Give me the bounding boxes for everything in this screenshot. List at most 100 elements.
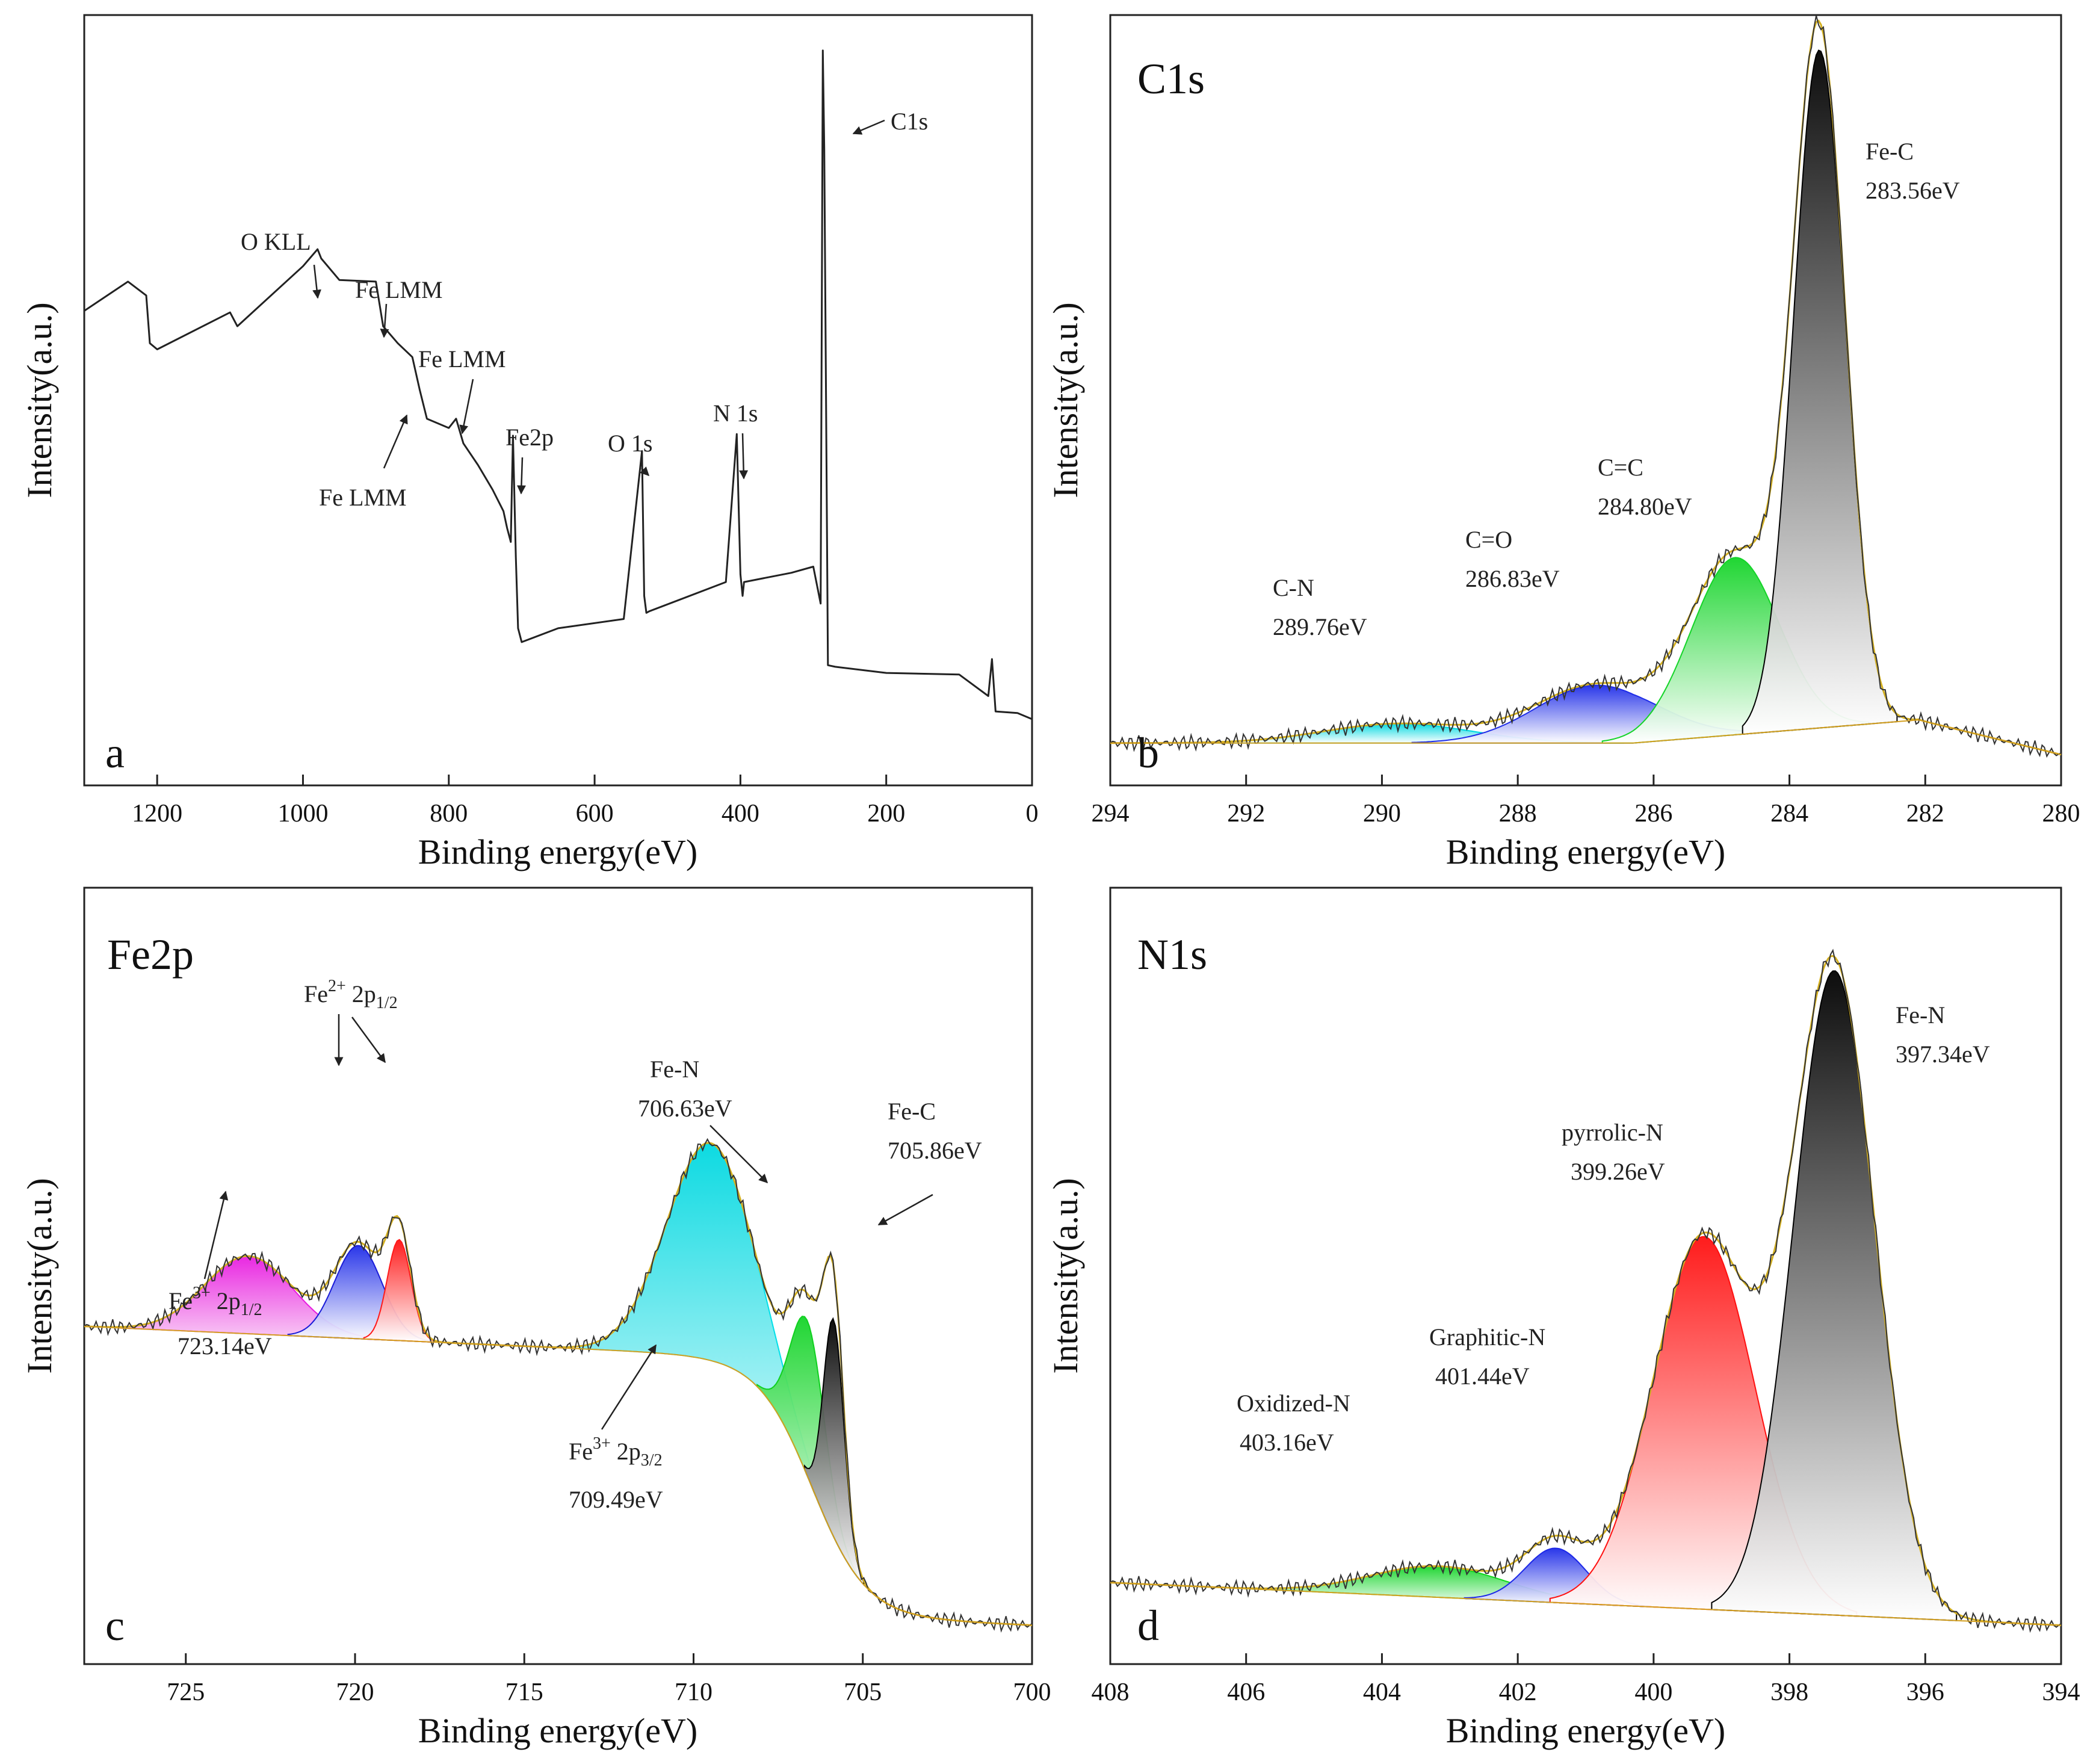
b-label-fec: Fe-C bbox=[1866, 138, 1914, 165]
panel-d-xlabel: Binding energy(eV) bbox=[1446, 1711, 1725, 1750]
panel-a-annotation-arrow bbox=[383, 414, 408, 469]
panel-d-n1s: 408 406 404 402 400 398 396 394 N1s d Binding e… bbox=[1046, 887, 2080, 1750]
panel-b-xtick-label: 282 bbox=[1906, 800, 1944, 828]
panel-a-annotation-arrow bbox=[739, 433, 749, 480]
panel-c-annotation-arrow bbox=[351, 1017, 386, 1063]
panel-a-annotation-arrow bbox=[459, 379, 474, 435]
panel-c-fe2p: 725 720 715 710 705 700 Fe2p c Binding energy… bbox=[20, 887, 1051, 1750]
panel-d-labels: Fe-N 397.34eV pyrrolic-N 399.26eV Graphi… bbox=[1237, 1001, 1990, 1456]
c-label-fe2: Fe2+ 2p1/2 bbox=[304, 977, 398, 1012]
panel-b-ticks: 294 292 290 288 286 284 282 280 bbox=[1092, 775, 2080, 828]
d-label-graphitic-value: 401.44eV bbox=[1435, 1363, 1530, 1390]
panel-a-annotation: Fe2p bbox=[505, 424, 554, 451]
b-label-cn: C-N bbox=[1273, 574, 1314, 601]
panel-b-c1s: 294 292 290 288 286 284 282 280 C1s b Binding e… bbox=[1046, 14, 2080, 871]
panel-b-xlabel: Binding energy(eV) bbox=[1446, 832, 1725, 871]
panel-c-letter: c bbox=[105, 1602, 125, 1650]
panel-c-annotation-arrow bbox=[877, 1193, 933, 1226]
panel-a-ylabel: Intensity(a.u.) bbox=[20, 302, 59, 498]
panel-c-xtick-label: 715 bbox=[505, 1679, 543, 1706]
panel-a-annotation: O 1s bbox=[608, 430, 652, 457]
panel-a-xtick-label: 200 bbox=[867, 800, 905, 828]
c-label-fec-value: 705.86eV bbox=[888, 1137, 982, 1164]
panel-b-envelope bbox=[1110, 19, 2062, 756]
panel-c-data bbox=[84, 1014, 1033, 1633]
panel-b-raw bbox=[1110, 15, 2062, 758]
panel-b-xtick-label: 294 bbox=[1092, 800, 1130, 828]
b-label-cc: C=C bbox=[1598, 454, 1643, 481]
panel-b-xtick-label: 284 bbox=[1770, 800, 1808, 828]
panel-c-ylabel: Intensity(a.u.) bbox=[20, 1178, 59, 1373]
panel-c-xtick-label: 710 bbox=[675, 1679, 713, 1706]
panel-c-annotation-arrow bbox=[601, 1344, 657, 1430]
panel-d-data bbox=[1110, 949, 2062, 1633]
panel-c-xtick-label: 700 bbox=[1013, 1679, 1051, 1706]
panel-c-labels: Fe-N 706.63eV Fe-C 705.86eV Fe3+ 2p1/2 7… bbox=[168, 977, 982, 1513]
panel-a-xtick-label: 1000 bbox=[277, 800, 328, 828]
panel-d-baseline bbox=[1110, 1582, 2062, 1626]
c-label-fen-value: 706.63eV bbox=[638, 1095, 732, 1122]
panel-a-annotation: O KLL bbox=[241, 228, 311, 255]
panel-d-xtick-label: 402 bbox=[1499, 1679, 1537, 1706]
panel-a-annotation: Fe LMM bbox=[418, 345, 506, 373]
panel-a-annotation-arrow bbox=[516, 457, 526, 495]
d-label-fen: Fe-N bbox=[1896, 1001, 1945, 1029]
panel-b-baseline bbox=[1110, 719, 2062, 755]
panel-a-survey: 1200 1000 800 600 400 200 0 a Binding energy(e… bbox=[20, 14, 1039, 871]
panel-a-survey-line bbox=[84, 49, 1033, 720]
panel-a-ticks: 1200 1000 800 600 400 200 0 bbox=[132, 775, 1039, 828]
panel-a-annotation-arrow bbox=[852, 119, 885, 135]
panel-c-xlabel: Binding energy(eV) bbox=[418, 1711, 697, 1750]
panel-b-letter: b bbox=[1137, 729, 1159, 777]
panel-a-annotation-arrow bbox=[640, 466, 650, 477]
panel-c-raw bbox=[84, 1137, 1033, 1633]
panel-d-ticks: 408 406 404 402 400 398 396 394 bbox=[1092, 1653, 2080, 1706]
panel-c-annotation-arrow bbox=[203, 1190, 229, 1280]
c-label-fec: Fe-C bbox=[888, 1098, 936, 1125]
d-label-pyrrolic-value: 399.26eV bbox=[1571, 1158, 1665, 1185]
panel-d-ylabel: Intensity(a.u.) bbox=[1046, 1178, 1085, 1373]
panel-a-annotation: N 1s bbox=[713, 400, 758, 427]
c-label-fe3-1: Fe3+ 2p1/2 bbox=[168, 1284, 262, 1319]
panel-a-annotation: C1s bbox=[891, 108, 928, 135]
panel-c-xtick-label: 720 bbox=[336, 1679, 374, 1706]
panel-c-xtick-label: 725 bbox=[167, 1679, 205, 1706]
panel-c-ticks: 725 720 715 710 705 700 bbox=[167, 1653, 1051, 1706]
panel-a-xtick-label: 800 bbox=[430, 800, 468, 828]
b-label-fec-value: 283.56eV bbox=[1866, 177, 1960, 204]
panel-b-xtick-label: 290 bbox=[1363, 800, 1401, 828]
panel-d-title: N1s bbox=[1137, 930, 1207, 979]
panel-a-annotation-arrow bbox=[312, 264, 321, 299]
panel-c-envelope bbox=[84, 1142, 1033, 1626]
c-label-fe3-3-value: 709.49eV bbox=[569, 1486, 663, 1513]
panel-c-xtick-label: 705 bbox=[844, 1679, 882, 1706]
panel-a-xtick-label: 0 bbox=[1026, 800, 1039, 828]
panel-b-labels: Fe-C 283.56eV C=C 284.80eV C=O 286.83eV … bbox=[1273, 138, 1960, 640]
panel-c-baseline bbox=[84, 1325, 1033, 1626]
panel-c-frame bbox=[83, 887, 1033, 1665]
panel-a-annotations: C1s O KLL Fe LMM Fe LMM Fe LMM Fe2p O 1s N 1s bbox=[241, 108, 928, 511]
panel-a-frame bbox=[83, 14, 1033, 787]
panel-b-xtick-label: 292 bbox=[1227, 800, 1265, 828]
panel-d-xtick-label: 400 bbox=[1634, 1679, 1672, 1706]
panel-a-annotation-arrow bbox=[380, 303, 389, 338]
d-label-graphitic: Graphitic-N bbox=[1429, 1323, 1545, 1351]
panel-d-frame bbox=[1109, 887, 2062, 1665]
b-label-cc-value: 284.80eV bbox=[1598, 493, 1692, 520]
panel-d-xtick-label: 396 bbox=[1906, 1679, 1944, 1706]
panel-d-letter: d bbox=[1137, 1602, 1159, 1650]
panel-d-raw bbox=[1110, 949, 2062, 1633]
panel-b-xtick-label: 280 bbox=[2042, 800, 2080, 828]
c-label-fe3-3: Fe3+ 2p3/2 bbox=[569, 1434, 663, 1470]
panel-d-xtick-label: 394 bbox=[2042, 1679, 2080, 1706]
panel-a-letter: a bbox=[105, 729, 125, 777]
d-label-oxidized-value: 403.16eV bbox=[1240, 1429, 1334, 1456]
b-label-co-value: 286.83eV bbox=[1465, 565, 1560, 592]
b-label-cn-value: 289.76eV bbox=[1273, 613, 1367, 640]
panel-b-xtick-label: 288 bbox=[1499, 800, 1537, 828]
panel-b-data bbox=[1110, 15, 2062, 758]
panel-b-ylabel: Intensity(a.u.) bbox=[1046, 302, 1085, 498]
d-label-pyrrolic: pyrrolic-N bbox=[1562, 1119, 1663, 1146]
panel-d-xtick-label: 404 bbox=[1363, 1679, 1401, 1706]
